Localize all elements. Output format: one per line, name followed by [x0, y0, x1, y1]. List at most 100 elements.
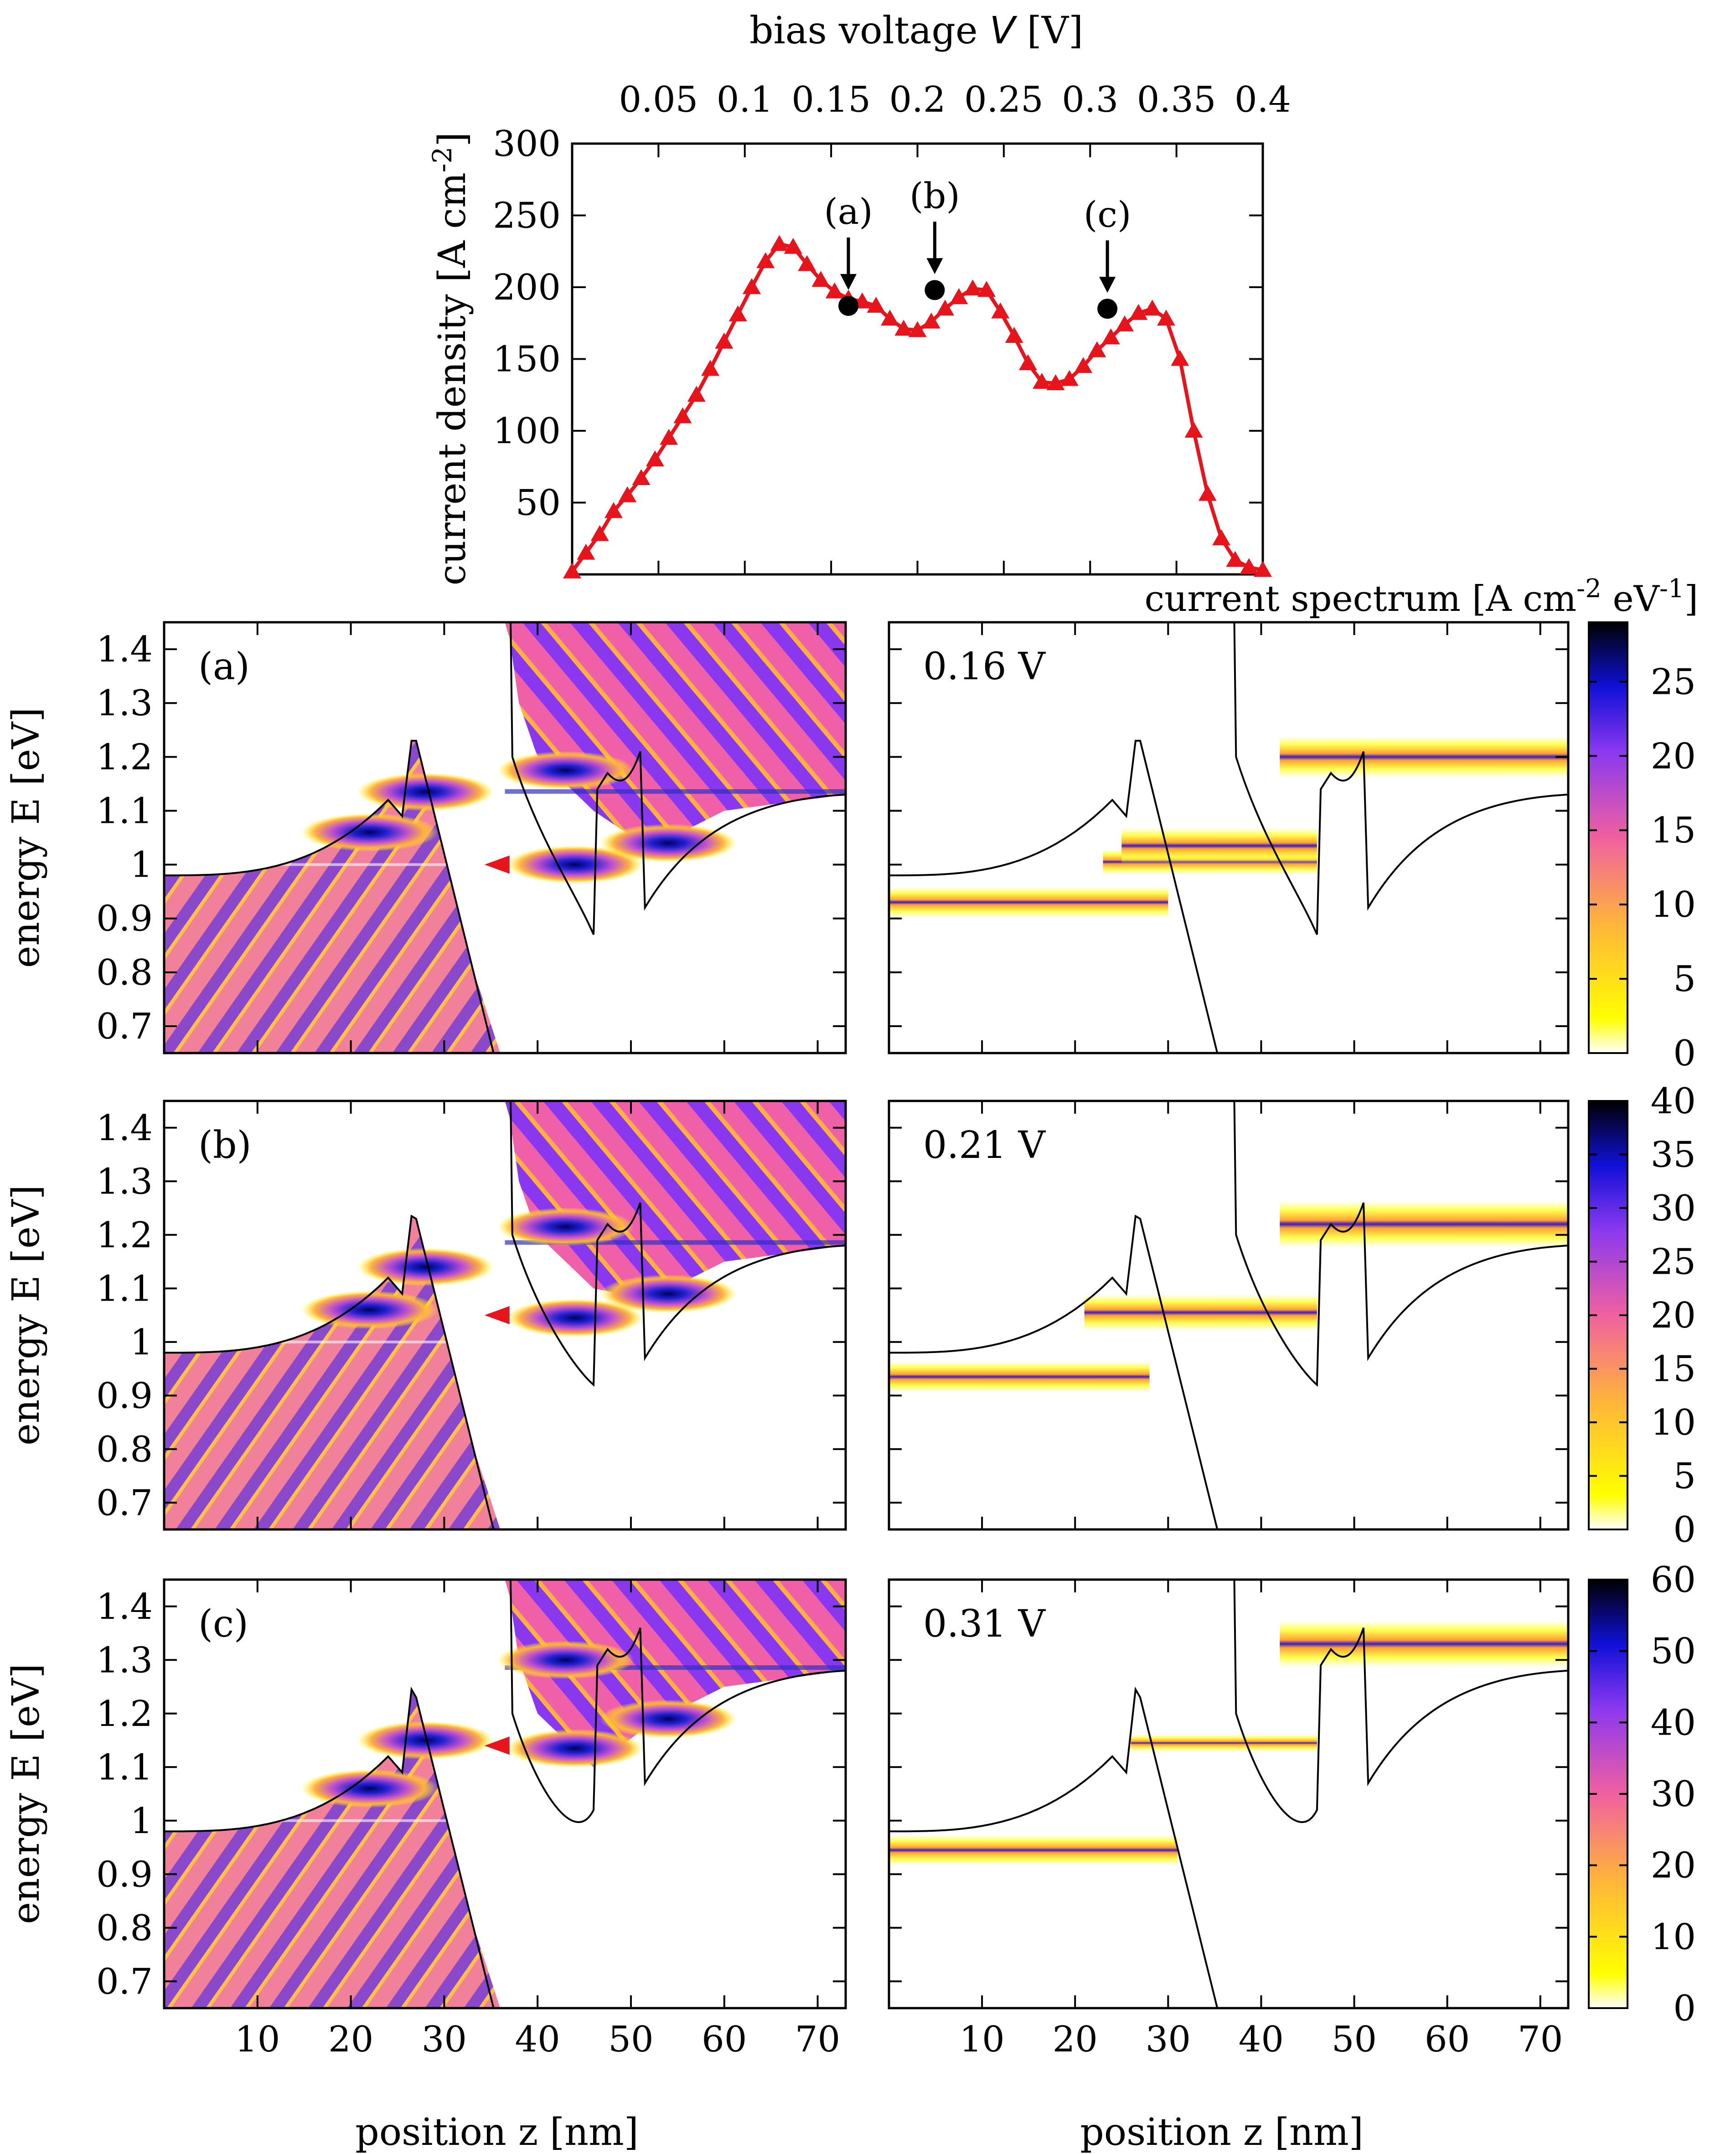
- y-tick-label: 1.2: [96, 737, 153, 778]
- data-point: [1212, 529, 1231, 546]
- right-heatmap-panel: 0.16 V: [888, 621, 1570, 1054]
- data-point: [1240, 558, 1258, 574]
- panel-content: [889, 1580, 1568, 2008]
- data-point: [646, 450, 664, 466]
- y-tick-label: 100: [493, 411, 561, 452]
- y-tick-label: 1.3: [96, 683, 153, 724]
- panel-label: (c): [198, 1602, 248, 1646]
- data-point: [1018, 354, 1037, 370]
- colorbar-tick-label: 20: [1651, 1845, 1696, 1886]
- resonance-blob: [301, 1769, 438, 1808]
- x-tick-label: 50: [1332, 2019, 1377, 2060]
- data-point: [908, 321, 927, 337]
- current-spectrum-heatmaps: 0.7 0.8 0.9 1 1.1 1.2 1.3 1.4 (a) 0.16 V energy E …: [5, 621, 1696, 2060]
- y-tick-label: 1.3: [96, 1640, 153, 1681]
- panel-content: [889, 1101, 1568, 1529]
- colorbar: 0 5 10 15 20 25 30 35 40: [1588, 1081, 1696, 1550]
- y-tick-label: 1: [130, 1322, 153, 1363]
- left-heatmap-panel: 0.7 0.8 0.9 1 1.1 1.2 1.3 1.4 10 20 30 40 50 60 70 (c): [96, 1578, 847, 2060]
- panel-frame: [888, 1578, 1570, 2009]
- resonance-blob: [506, 845, 644, 884]
- colorbar-gradient: [1588, 621, 1628, 1054]
- colorbar-tick-label: 30: [1651, 1188, 1696, 1229]
- colorbar-tick-label: 60: [1651, 1560, 1696, 1601]
- y-tick-label: 0.8: [96, 1908, 153, 1949]
- x-tick-label: 0.1: [717, 79, 773, 120]
- y-tick-label: 1.4: [96, 1586, 153, 1627]
- spectrum-line: [1280, 1620, 1568, 1668]
- data-point: [1046, 374, 1065, 391]
- resonance-blob: [506, 1729, 644, 1768]
- x-tick-label: 20: [328, 2019, 373, 2060]
- spectrum-line: [1280, 1201, 1568, 1248]
- resonance-thin-line: [164, 1819, 472, 1822]
- x-tick-label: 10: [235, 2019, 280, 2060]
- panel-frame: [888, 621, 1570, 1054]
- resonance-thin-line: [164, 863, 472, 866]
- data-point: [1033, 372, 1051, 389]
- data-point: [618, 486, 637, 502]
- data-point: [811, 271, 830, 287]
- resonance-thin-line: [164, 1340, 472, 1343]
- colorbar-tick-label: 10: [1651, 1402, 1696, 1443]
- y-axis-title: energy E [eV]: [5, 708, 48, 968]
- data-point: [770, 235, 789, 251]
- data-point: [867, 296, 885, 313]
- resonance-blob: [497, 1208, 634, 1246]
- x-tick-label: 60: [702, 2019, 747, 2060]
- bias-marker-dot: [838, 295, 858, 316]
- data-point: [1101, 328, 1120, 345]
- y-tick-label: 1.1: [96, 1268, 153, 1309]
- y-tick-label: 0.9: [96, 1854, 153, 1895]
- bias-label: 0.31 V: [923, 1602, 1046, 1646]
- top-x-axis-title: bias voltage V [V]: [749, 9, 1083, 52]
- colorbar-tick-label: 0: [1673, 1033, 1696, 1074]
- data-point: [1157, 310, 1175, 326]
- data-point: [1074, 357, 1093, 373]
- data-point: [590, 525, 609, 541]
- data-point: [715, 332, 734, 349]
- data-point: [1088, 341, 1106, 357]
- data-point: [1198, 485, 1217, 501]
- data-point: [563, 562, 581, 579]
- resonance-blob: [497, 751, 634, 790]
- x-tick-label: 0.2: [889, 79, 946, 120]
- collector-line: [505, 1240, 846, 1245]
- x-tick-label: 0.15: [791, 79, 871, 120]
- y-tick-label: 1: [130, 845, 153, 886]
- top-y-axis: 50 100 150 200 250 300: [493, 124, 1263, 524]
- resonance-blob: [301, 813, 438, 852]
- panel-frame: [888, 1100, 1570, 1531]
- data-point: [1143, 300, 1162, 316]
- bias-label: 0.16 V: [923, 645, 1046, 688]
- resonance-blob: [357, 1721, 494, 1760]
- colorbar-tick-label: 5: [1673, 959, 1696, 1000]
- data-point: [701, 360, 719, 376]
- bias-marker-dot: [925, 280, 945, 300]
- x-tick-label: 0.25: [964, 79, 1044, 120]
- left-heatmap-panel: 0.7 0.8 0.9 1 1.1 1.2 1.3 1.4 (b): [96, 1100, 847, 1531]
- colorbar-tick-label: 5: [1673, 1456, 1696, 1497]
- colorbar: 0 5 10 15 20 25: [1588, 621, 1696, 1074]
- resonance-blob: [599, 824, 737, 863]
- colorbar-tick-label: 20: [1651, 736, 1696, 777]
- x-tick-label: 50: [608, 2019, 653, 2060]
- left-heatmap-panel: 0.7 0.8 0.9 1 1.1 1.2 1.3 1.4 (a): [96, 621, 847, 1054]
- spectrum-line: [1280, 736, 1568, 778]
- bias-marker-label: (c): [1084, 194, 1132, 235]
- resonance-blob: [357, 773, 494, 811]
- bias-markers: (a) (b) (c): [824, 176, 1131, 319]
- colorbar-tick-label: 40: [1651, 1702, 1696, 1743]
- top-x-axis: 0.05 0.1 0.15 0.2 0.25 0.3 0.35 0.4: [619, 79, 1291, 574]
- left-x-axis-title: position z [nm]: [355, 2111, 638, 2154]
- bias-label: 0.21 V: [923, 1124, 1046, 1167]
- panel-label: (a): [198, 645, 250, 688]
- data-point: [977, 281, 996, 297]
- y-tick-label: 0.8: [96, 1429, 153, 1470]
- y-tick-label: 250: [493, 196, 561, 237]
- y-tick-label: 50: [516, 483, 561, 524]
- bias-marker-arrowhead: [1099, 277, 1116, 293]
- colorbar-tick-label: 15: [1651, 810, 1696, 851]
- band-edge-right: [1233, 622, 1568, 935]
